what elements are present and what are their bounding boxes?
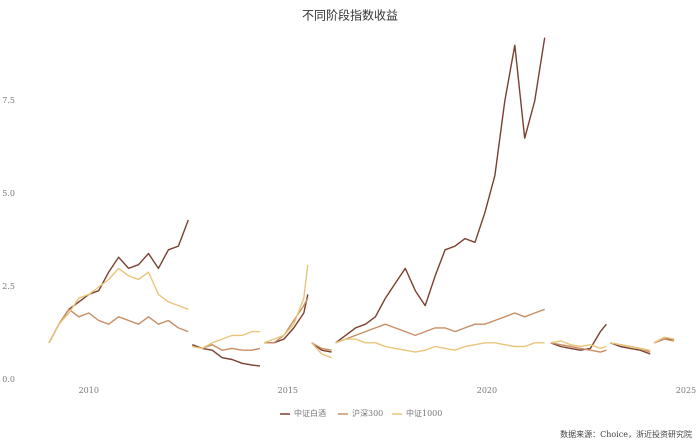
source-note: 数据来源：Choice，浙近投资研究院 [560,429,692,439]
legend-label: 中证1000 [406,408,442,418]
x-tick-label: 2020 [477,386,497,395]
y-tick-label: 2.5 [2,282,15,291]
series-line [48,264,675,359]
legend-label: 沪深300 [352,408,383,418]
y-tick-label: 5.0 [2,189,15,198]
y-tick-label: 7.5 [2,96,15,105]
x-tick-label: 2015 [278,386,298,395]
x-tick-label: 2010 [79,386,99,395]
chart-title: 不同阶段指数收益 [302,8,398,23]
x-tick-label: 2025 [676,386,696,395]
y-tick-label: 0.0 [2,375,15,384]
legend-label: 中证白酒 [294,408,326,418]
series-line [48,37,675,367]
